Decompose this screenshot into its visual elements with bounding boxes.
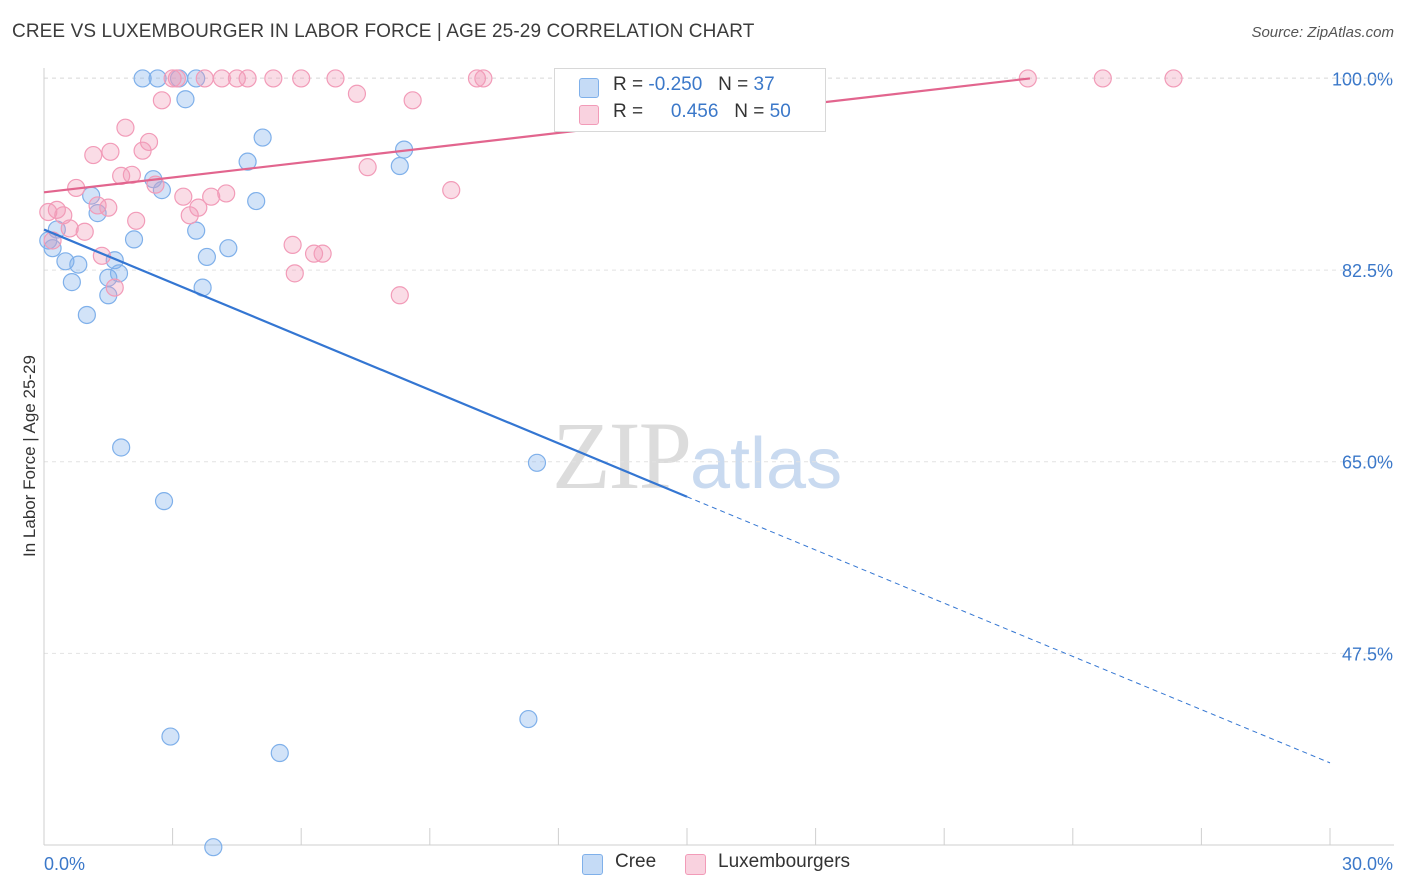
luxembourgers-point xyxy=(347,84,367,103)
cree-point xyxy=(390,156,409,176)
chart-title: CREE VS LUXEMBOURGER IN LABOR FORCE | AG… xyxy=(12,21,755,42)
luxembourgers-point xyxy=(474,69,493,88)
cree-trend-extension xyxy=(686,496,1331,764)
cree-point xyxy=(219,239,238,258)
luxembourgers-point xyxy=(467,69,487,88)
luxembourgers-point xyxy=(122,165,141,184)
luxembourgers-swatch xyxy=(579,105,599,125)
cree-point xyxy=(161,727,180,746)
luxembourgers-point xyxy=(217,184,236,203)
cree-point xyxy=(204,838,223,857)
cree-point xyxy=(88,204,107,223)
cree-point xyxy=(133,69,152,88)
lux-n-label: N = xyxy=(734,101,765,122)
cree-point xyxy=(99,268,118,287)
luxembourgers-point xyxy=(174,187,193,206)
luxembourgers-point xyxy=(195,69,214,88)
luxembourgers-point xyxy=(1164,69,1183,88)
cree-point xyxy=(112,438,131,457)
luxembourgers-point xyxy=(227,69,246,88)
cree-n-label: N = xyxy=(718,74,749,95)
luxembourgers-point xyxy=(403,91,422,110)
luxembourgers-point xyxy=(189,198,208,217)
luxembourgers-point xyxy=(99,198,118,217)
luxembourgers-point xyxy=(1093,69,1112,88)
luxembourgers-point xyxy=(163,69,182,88)
watermark: ZIPatlas xyxy=(552,400,842,511)
cree-point xyxy=(519,709,538,729)
x-tick-label-max: 30.0% xyxy=(1342,854,1393,874)
luxembourgers-point xyxy=(127,211,146,230)
lux-r-label: R = xyxy=(613,101,644,122)
luxembourgers-trend-line xyxy=(43,77,1031,194)
luxembourgers-point xyxy=(139,132,159,152)
luxembourgers-point xyxy=(116,118,135,137)
cree-point xyxy=(154,492,174,511)
stats-legend: R = -0.250 N = 37 R = 0.456 N = 50 xyxy=(554,68,826,132)
watermark-atlas: atlas xyxy=(690,424,843,504)
cree-trend-line xyxy=(43,228,688,498)
cree-point xyxy=(62,273,81,292)
luxembourgers-point xyxy=(292,69,311,88)
luxembourgers-point xyxy=(105,278,124,297)
cree-point xyxy=(527,453,547,472)
watermark-zip: ZIP xyxy=(552,402,692,509)
luxembourgers-point xyxy=(84,145,103,165)
source-label: Source: ZipAtlas.com xyxy=(1251,24,1394,41)
luxembourgers-point xyxy=(167,69,186,88)
luxembourgers-point xyxy=(442,181,461,200)
luxembourgers-point xyxy=(285,264,304,283)
luxembourgers-point xyxy=(326,69,345,88)
y-tick-label: 100.0% xyxy=(1332,69,1393,89)
cree-legend-label: Cree xyxy=(615,851,657,872)
cree-r-label: R = xyxy=(613,74,644,95)
cree-n-value: 37 xyxy=(753,74,775,95)
x-tick-label-min: 0.0% xyxy=(44,854,85,874)
lux-r-value: 0.456 xyxy=(670,101,719,122)
cree-r-value: -0.250 xyxy=(648,74,703,95)
luxembourgers-point xyxy=(283,235,302,254)
cree-point xyxy=(69,255,88,274)
y-tick-label: 47.5% xyxy=(1342,644,1393,664)
luxembourgers-point xyxy=(75,222,94,241)
luxembourgers-legend-label: Luxembourgers xyxy=(718,851,851,872)
cree-point xyxy=(187,221,206,240)
luxembourgers-point xyxy=(313,244,332,263)
luxembourgers-point xyxy=(390,286,409,305)
y-tick-label: 82.5% xyxy=(1342,261,1393,281)
luxembourgers-point xyxy=(88,196,107,215)
cree-point xyxy=(238,152,257,171)
cree-point xyxy=(270,743,289,763)
luxembourgers-legend-swatch xyxy=(685,854,706,875)
y-tick-label: 65.0% xyxy=(1342,453,1393,473)
cree-legend-swatch xyxy=(582,854,603,875)
cree-point xyxy=(176,90,195,109)
luxembourgers-point xyxy=(264,69,283,88)
y-axis-label: In Labor Force | Age 25-29 xyxy=(20,355,39,557)
luxembourgers-point xyxy=(202,187,221,206)
luxembourgers-point xyxy=(212,69,231,88)
cree-point xyxy=(77,305,96,325)
cree-point xyxy=(148,69,167,88)
cree-point xyxy=(124,230,144,249)
luxembourgers-point xyxy=(152,91,171,110)
luxembourgers-point xyxy=(101,142,120,161)
luxembourgers-point xyxy=(358,158,377,177)
luxembourgers-point xyxy=(60,219,79,238)
cree-point xyxy=(197,247,216,267)
cree-point xyxy=(247,191,266,211)
cree-point xyxy=(253,128,272,147)
cree-point xyxy=(109,264,129,283)
lux-n-value: 50 xyxy=(769,101,791,122)
cree-swatch xyxy=(579,78,599,98)
luxembourgers-point xyxy=(238,69,257,88)
